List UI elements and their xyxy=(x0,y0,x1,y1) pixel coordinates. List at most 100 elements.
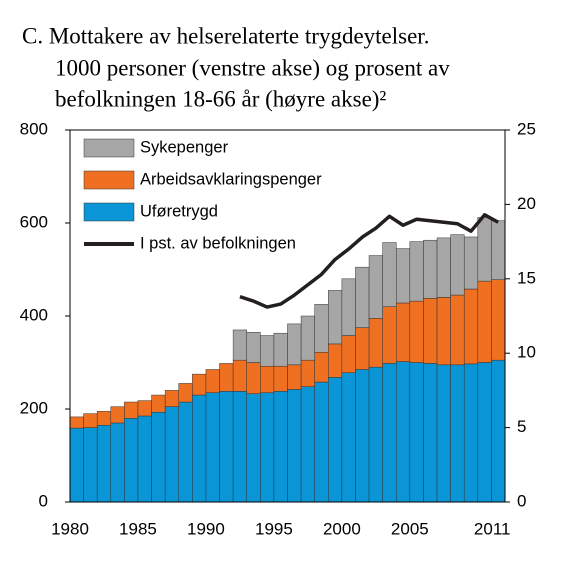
bar xyxy=(409,241,424,302)
y-tick-label: 600 xyxy=(20,212,48,231)
bar xyxy=(450,234,465,296)
x-tick-label: 1995 xyxy=(255,519,293,538)
y2-tick-label: 0 xyxy=(517,491,526,510)
bar xyxy=(83,427,98,503)
bar xyxy=(409,300,424,363)
legend-swatch xyxy=(83,138,135,158)
y-tick-label: 200 xyxy=(20,398,48,417)
bar xyxy=(463,288,479,365)
bar xyxy=(219,391,234,503)
bar xyxy=(205,369,220,393)
bar xyxy=(232,359,247,392)
bar xyxy=(450,294,465,366)
bar xyxy=(355,327,370,370)
legend-label: Sykepenger xyxy=(140,138,229,156)
bar xyxy=(260,335,275,367)
legend-swatch xyxy=(83,170,135,190)
bar xyxy=(463,363,479,503)
bar xyxy=(96,425,112,503)
bar xyxy=(124,401,139,419)
bar xyxy=(355,369,370,503)
bar xyxy=(151,394,166,413)
bar xyxy=(409,362,424,503)
bar xyxy=(137,415,152,503)
y2-tick-label: 20 xyxy=(517,194,536,213)
bar xyxy=(192,394,207,503)
bar xyxy=(436,237,451,298)
bar xyxy=(164,390,179,407)
y-tick-label: 400 xyxy=(20,305,48,324)
x-tick-label: 2011 xyxy=(474,519,511,538)
bar xyxy=(314,352,329,383)
bar xyxy=(83,413,98,428)
bar xyxy=(260,365,275,393)
bar xyxy=(124,418,139,503)
x-tick-label: 1990 xyxy=(187,519,225,538)
y-tick-label: 0 xyxy=(39,491,48,510)
bar xyxy=(273,391,288,503)
bar xyxy=(232,329,247,361)
bar xyxy=(314,304,329,353)
bar xyxy=(300,315,315,361)
bar xyxy=(69,427,84,503)
bar xyxy=(491,220,506,280)
bar xyxy=(219,363,234,392)
bar xyxy=(69,416,84,429)
bar xyxy=(273,365,288,392)
bar xyxy=(436,297,451,366)
bar xyxy=(368,318,383,368)
y2-tick-label: 10 xyxy=(517,343,536,362)
bar xyxy=(341,372,356,503)
bar xyxy=(246,362,261,394)
bar xyxy=(396,302,411,362)
legend-label: Uføretrygd xyxy=(140,202,218,220)
legend-label: Arbeidsavklaringspenger xyxy=(140,170,322,188)
bar xyxy=(178,401,193,503)
bar xyxy=(232,391,247,503)
legend-swatch xyxy=(83,202,135,222)
bar xyxy=(328,377,343,503)
bar xyxy=(477,217,492,282)
bar xyxy=(137,400,152,417)
x-tick-label: 2005 xyxy=(391,519,429,538)
bar xyxy=(382,306,397,364)
bar xyxy=(300,386,315,503)
chart-title: befolkningen 18-66 år (høyre akse)² xyxy=(55,86,386,111)
y-tick-label: 800 xyxy=(20,119,48,138)
bar xyxy=(450,364,465,503)
bar xyxy=(368,255,383,319)
bar xyxy=(300,359,315,387)
bar xyxy=(287,364,302,390)
bar xyxy=(463,236,479,290)
bar xyxy=(110,406,125,424)
x-tick-label: 2000 xyxy=(323,519,361,538)
bar xyxy=(491,279,506,361)
bar xyxy=(423,363,438,503)
bar xyxy=(246,332,261,363)
bar xyxy=(477,362,492,503)
bar xyxy=(246,393,261,503)
legend-label: I pst. av befolkningen xyxy=(140,234,296,252)
x-tick-label: 1980 xyxy=(51,519,89,538)
y2-tick-label: 5 xyxy=(517,417,526,436)
bar xyxy=(287,323,302,366)
bar xyxy=(164,406,179,503)
bar xyxy=(287,389,302,503)
chart-title: C. Mottakere av helserelaterte trygdeyte… xyxy=(22,23,429,48)
bar xyxy=(341,278,356,336)
bar xyxy=(328,343,343,378)
bar xyxy=(328,290,343,345)
line xyxy=(239,213,500,309)
bar xyxy=(110,422,125,503)
bar xyxy=(205,392,220,503)
bar xyxy=(355,266,370,328)
bar xyxy=(436,364,451,503)
bar xyxy=(260,392,275,503)
bar xyxy=(491,359,506,503)
bar xyxy=(341,335,356,373)
bar xyxy=(178,383,193,403)
bar xyxy=(368,366,383,503)
bar xyxy=(423,298,438,364)
bar xyxy=(423,239,438,299)
